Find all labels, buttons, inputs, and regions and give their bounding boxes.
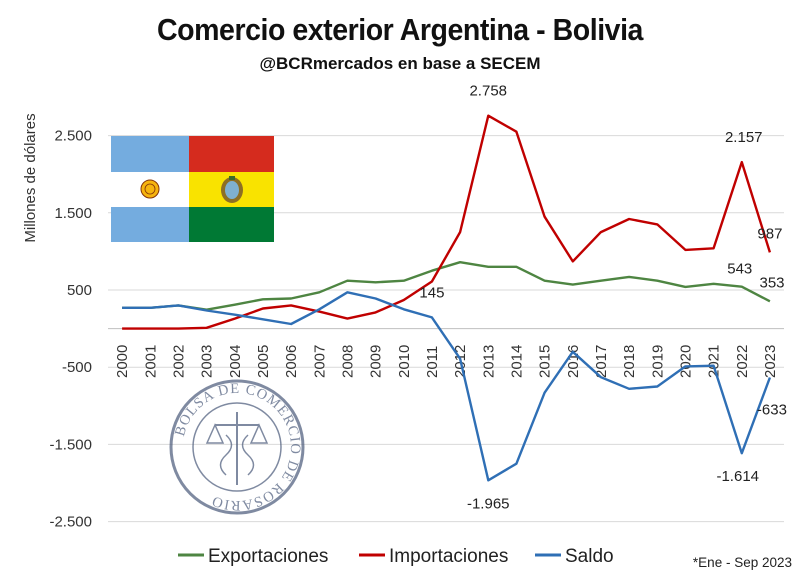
y-tick-label: 500 [67,282,92,299]
x-axis: 2000 2001 2002 2003 2004 2005 2006 2007 2008 2009… [114,345,779,378]
x-tick-label: 2016 [565,345,582,378]
legend-item-saldo[interactable]: Saldo [535,546,614,567]
argentina-flag-icon [111,136,189,242]
gridlines [108,135,784,523]
x-tick-label: 2004 [227,345,244,378]
x-tick-label: 2022 [734,345,751,378]
x-tick-label: 2011 [424,346,441,378]
x-tick-label: 2000 [114,345,131,378]
x-tick-label: 2014 [508,345,525,378]
series-lines [122,114,772,482]
x-tick-label: 2010 [396,345,413,378]
x-tick-label: 2017 [593,345,610,378]
y-tick-label: 1.500 [54,205,92,222]
x-tick-label: 2007 [311,345,328,378]
data-labels: 2.758 2.157 987 543 353 145 -1.965 -1.614 -633 [419,83,787,513]
x-tick-label: 2015 [537,345,554,378]
x-tick-label: 2021 [706,345,723,378]
data-label-saldo-2013: -1.965 [467,495,510,512]
x-tick-label: 2009 [368,345,385,378]
x-tick-label: 2013 [480,345,497,378]
x-tick-label: 2001 [142,345,159,378]
x-tick-label: 2006 [283,345,300,378]
x-tick-label: 2018 [621,345,638,378]
data-label-importaciones-2022: 2.157 [725,129,763,146]
legend-label: Exportaciones [208,546,328,567]
y-tick-label: 2.500 [54,128,92,145]
x-tick-label: 2003 [199,345,216,378]
legend-label: Importaciones [389,546,508,567]
data-label-exportaciones-2023: 353 [759,274,784,291]
footnote: *Ene - Sep 2023 [692,555,792,570]
legend-label: Saldo [565,546,614,567]
bolsa-comercio-rosario-seal: BOLSA DE COMERCIO DE ROSARIO [169,379,305,515]
bolivia-flag-icon [189,136,274,242]
y-axis: 2.500 1.500 500 -500 -1.500 -2.500 [49,128,92,531]
x-tick-label: 2023 [762,345,779,378]
series-line-importaciones[interactable] [122,114,772,330]
y-tick-label: -1.500 [49,436,92,453]
data-label-saldo-2023: -633 [757,401,787,418]
legend-item-exportaciones[interactable]: Exportaciones [178,546,328,567]
y-tick-label: -2.500 [49,514,92,531]
legend[interactable]: Exportaciones Importaciones Saldo [178,546,614,567]
y-tick-label: -500 [62,359,92,376]
x-tick-label: 2002 [170,345,187,378]
data-label-importaciones-2023: 987 [757,225,782,242]
data-label-importaciones-2013: 2.758 [469,83,507,100]
series-line-saldo[interactable] [122,291,772,482]
series-line-exportaciones[interactable] [122,261,771,311]
data-label-exportaciones-2022: 543 [727,261,752,278]
chart-subtitle: @BCRmercados en base a SECEM [259,54,541,73]
data-label-saldo-2011: 145 [419,284,444,301]
x-tick-label: 2005 [255,345,272,378]
y-axis-label: Millones de dólares [22,113,39,242]
legend-item-importaciones[interactable]: Importaciones [359,546,508,567]
chart-title: Comercio exterior Argentina - Bolivia [157,12,643,47]
x-tick-label: 2008 [339,345,356,378]
data-label-saldo-2022: -1.614 [716,468,759,485]
x-tick-label: 2020 [677,345,694,378]
x-tick-label: 2019 [649,345,666,378]
